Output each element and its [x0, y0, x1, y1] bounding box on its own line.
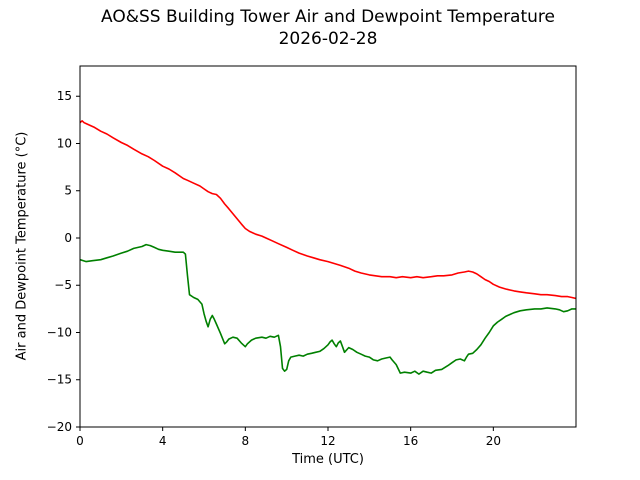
series-line-dewpoint-temperature — [80, 243, 576, 375]
y-tick-label: −20 — [47, 420, 72, 434]
chart-title: AO&SS Building Tower Air and Dewpoint Te… — [80, 6, 576, 50]
y-axis-label: Air and Dewpoint Temperature (°C) — [14, 131, 30, 361]
chart-title-line1: AO&SS Building Tower Air and Dewpoint Te… — [100, 7, 555, 27]
axes-frame — [79, 65, 577, 428]
y-tick-label: 10 — [57, 136, 72, 150]
x-tick-label: 4 — [159, 434, 167, 448]
y-tick-label: 5 — [64, 184, 72, 198]
y-tick-label: −5 — [54, 278, 72, 292]
x-tick-label: 20 — [486, 434, 501, 448]
x-tick-label: 0 — [76, 434, 84, 448]
y-tick-label: 0 — [64, 231, 72, 245]
y-tick-label: −10 — [47, 325, 72, 339]
y-tick-label: 15 — [57, 89, 72, 103]
series-line-air-temperature — [80, 120, 576, 300]
chart-title-line2: 2026-02-28 — [278, 29, 378, 49]
x-axis-label: Time (UTC) — [292, 452, 364, 467]
x-tick-label: 8 — [242, 434, 250, 448]
x-tick-label: 12 — [320, 434, 335, 448]
x-tick-label: 16 — [403, 434, 418, 448]
y-tick-label: −15 — [47, 373, 72, 387]
